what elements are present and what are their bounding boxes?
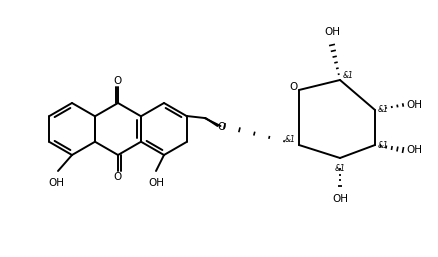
Text: O: O bbox=[114, 76, 122, 86]
Text: OH: OH bbox=[48, 178, 64, 188]
Text: &1: &1 bbox=[343, 70, 354, 79]
Text: &1: &1 bbox=[285, 135, 296, 144]
Text: O: O bbox=[289, 82, 297, 92]
Text: OH: OH bbox=[324, 27, 340, 37]
Text: &1: &1 bbox=[335, 164, 346, 173]
Text: OH: OH bbox=[406, 100, 422, 110]
Text: OH: OH bbox=[332, 194, 348, 204]
Text: O: O bbox=[114, 172, 122, 182]
Text: OH: OH bbox=[406, 145, 422, 155]
Text: &1: &1 bbox=[378, 106, 389, 115]
Text: O: O bbox=[217, 122, 226, 132]
Text: &1: &1 bbox=[378, 141, 389, 150]
Text: OH: OH bbox=[148, 178, 164, 188]
